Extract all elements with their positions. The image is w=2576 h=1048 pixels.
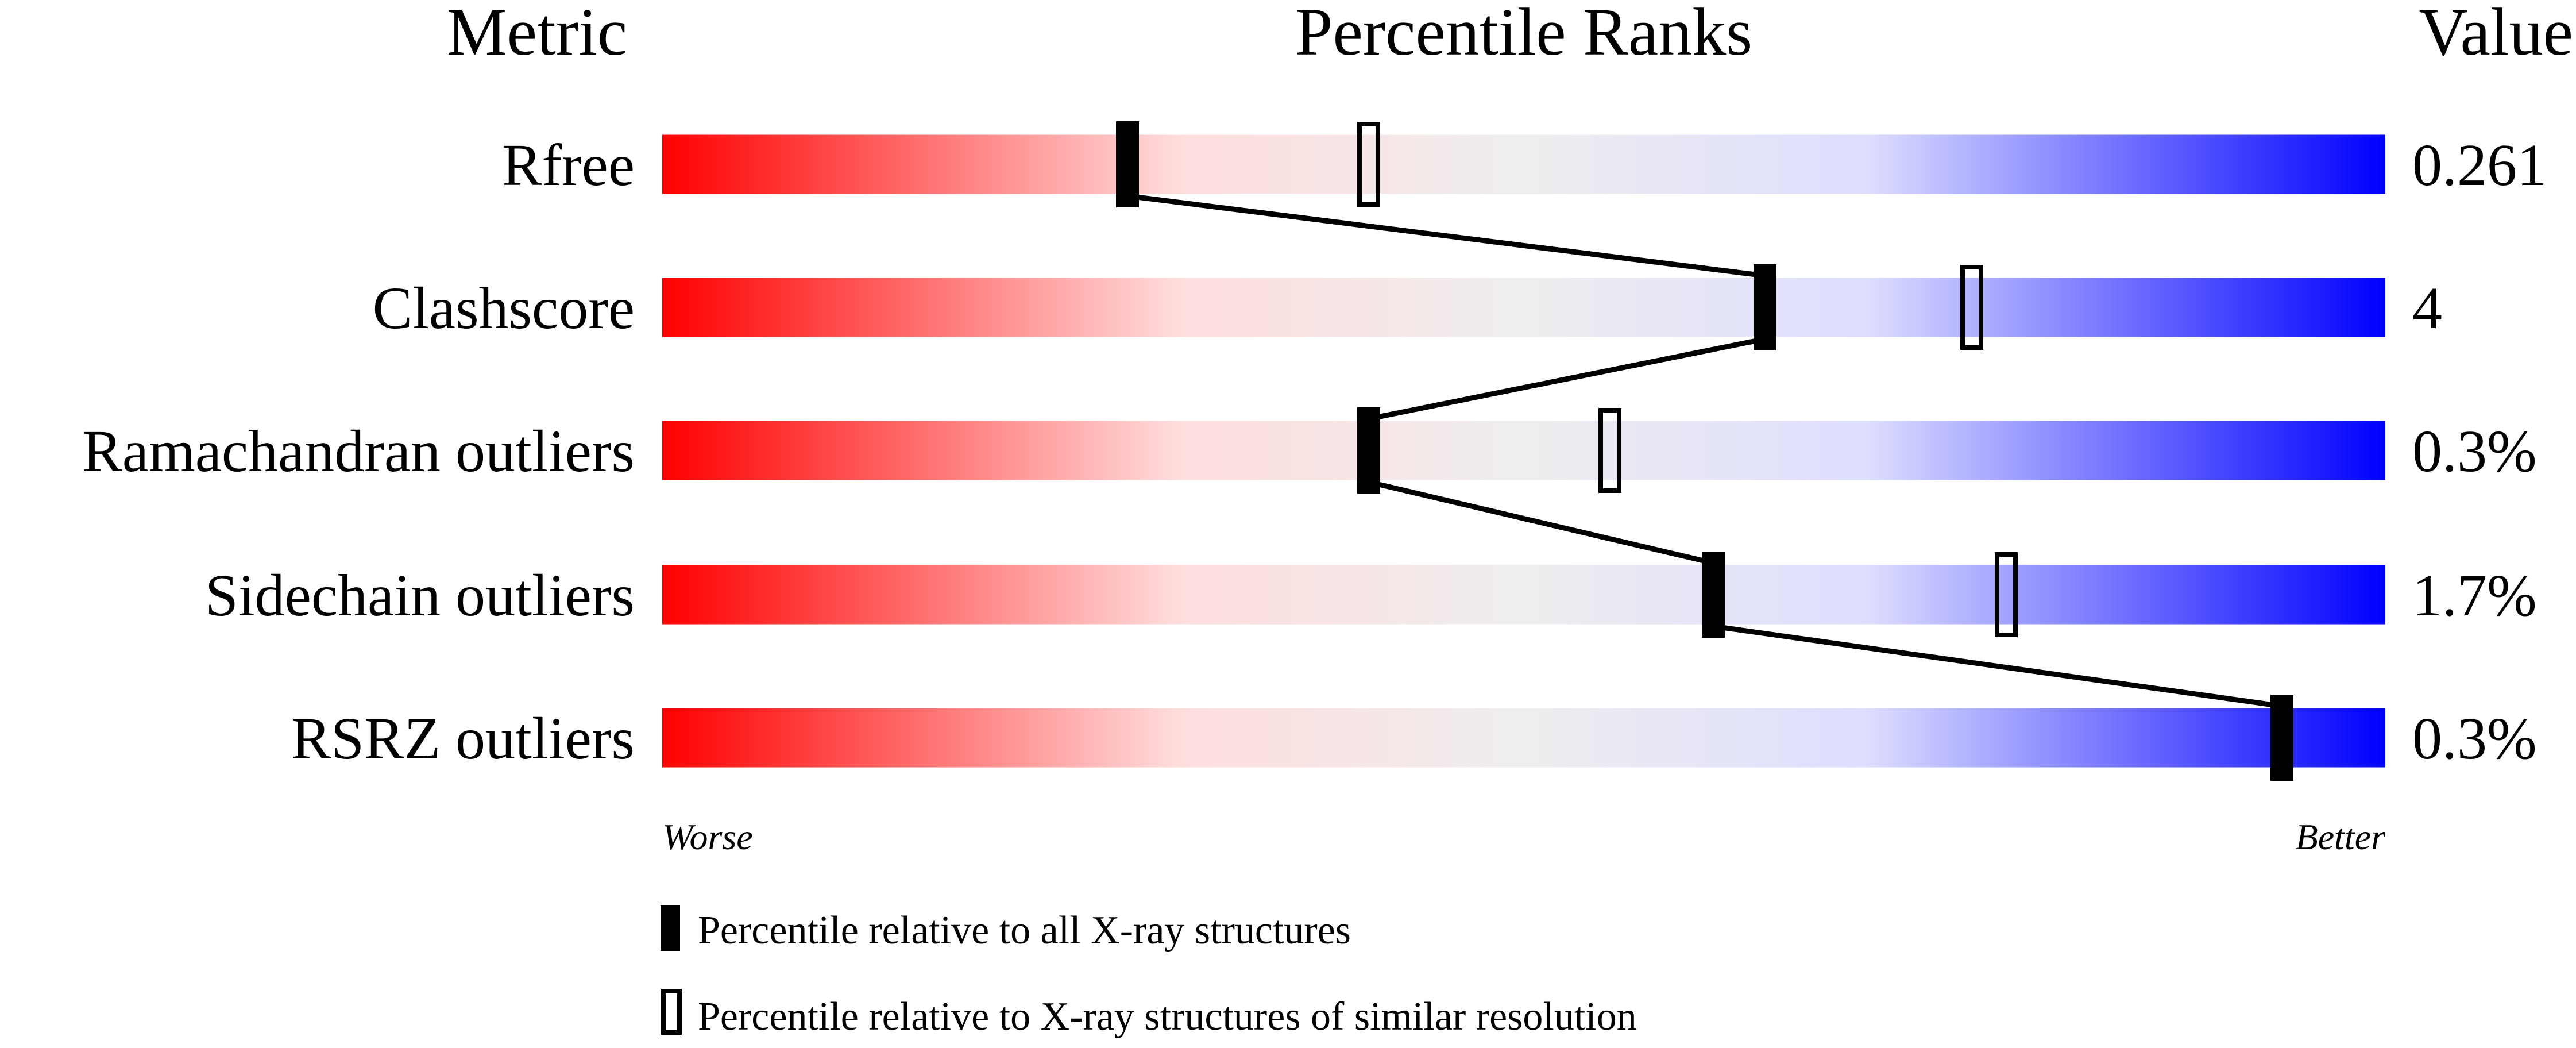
metric-value: 1.7% bbox=[2412, 562, 2537, 629]
metric-label: Rfree bbox=[502, 132, 635, 198]
metric-label: Clashscore bbox=[373, 275, 635, 341]
marker-all-structures bbox=[1116, 121, 1139, 207]
legend-label-all: Percentile relative to all X-ray structu… bbox=[698, 908, 1351, 953]
legend-filled-marker bbox=[661, 905, 680, 951]
metric-value: 0.261 bbox=[2412, 132, 2547, 198]
metric-label: Ramachandran outliers bbox=[82, 418, 635, 484]
marker-all-structures bbox=[1702, 552, 1725, 638]
connector-line bbox=[1368, 479, 1714, 566]
header-value: Value bbox=[2419, 0, 2573, 70]
metric-label: Sidechain outliers bbox=[205, 562, 635, 629]
metric-value: 0.3% bbox=[2412, 706, 2537, 772]
percentile-bar bbox=[662, 421, 2385, 480]
connector-line bbox=[1127, 193, 1766, 279]
percentile-bar bbox=[662, 278, 2385, 337]
percentile-bar bbox=[662, 708, 2385, 768]
header-percentile-ranks: Percentile Ranks bbox=[1295, 0, 1752, 70]
percentile-bar bbox=[662, 565, 2385, 625]
metric-value: 0.3% bbox=[2412, 418, 2537, 484]
connector-line bbox=[1368, 336, 1766, 422]
percentile-bar bbox=[662, 134, 2385, 194]
marker-all-structures bbox=[1357, 407, 1380, 494]
marker-similar-resolution bbox=[1598, 408, 1621, 493]
metric-value: 4 bbox=[2412, 275, 2442, 341]
metric-label: RSRZ outliers bbox=[291, 706, 635, 772]
marker-similar-resolution bbox=[1357, 122, 1380, 207]
marker-all-structures bbox=[1754, 264, 1776, 350]
axis-end-worse: Worse bbox=[662, 816, 753, 857]
connector-line bbox=[1713, 623, 2283, 709]
legend-open-marker bbox=[661, 989, 682, 1035]
legend-label-similar: Percentile relative to X-ray structures … bbox=[698, 995, 1637, 1039]
axis-end-better: Better bbox=[2296, 816, 2386, 857]
marker-all-structures bbox=[2270, 695, 2293, 781]
marker-similar-resolution bbox=[1995, 552, 2018, 637]
header-metric: Metric bbox=[447, 0, 628, 70]
marker-similar-resolution bbox=[1960, 265, 1983, 350]
